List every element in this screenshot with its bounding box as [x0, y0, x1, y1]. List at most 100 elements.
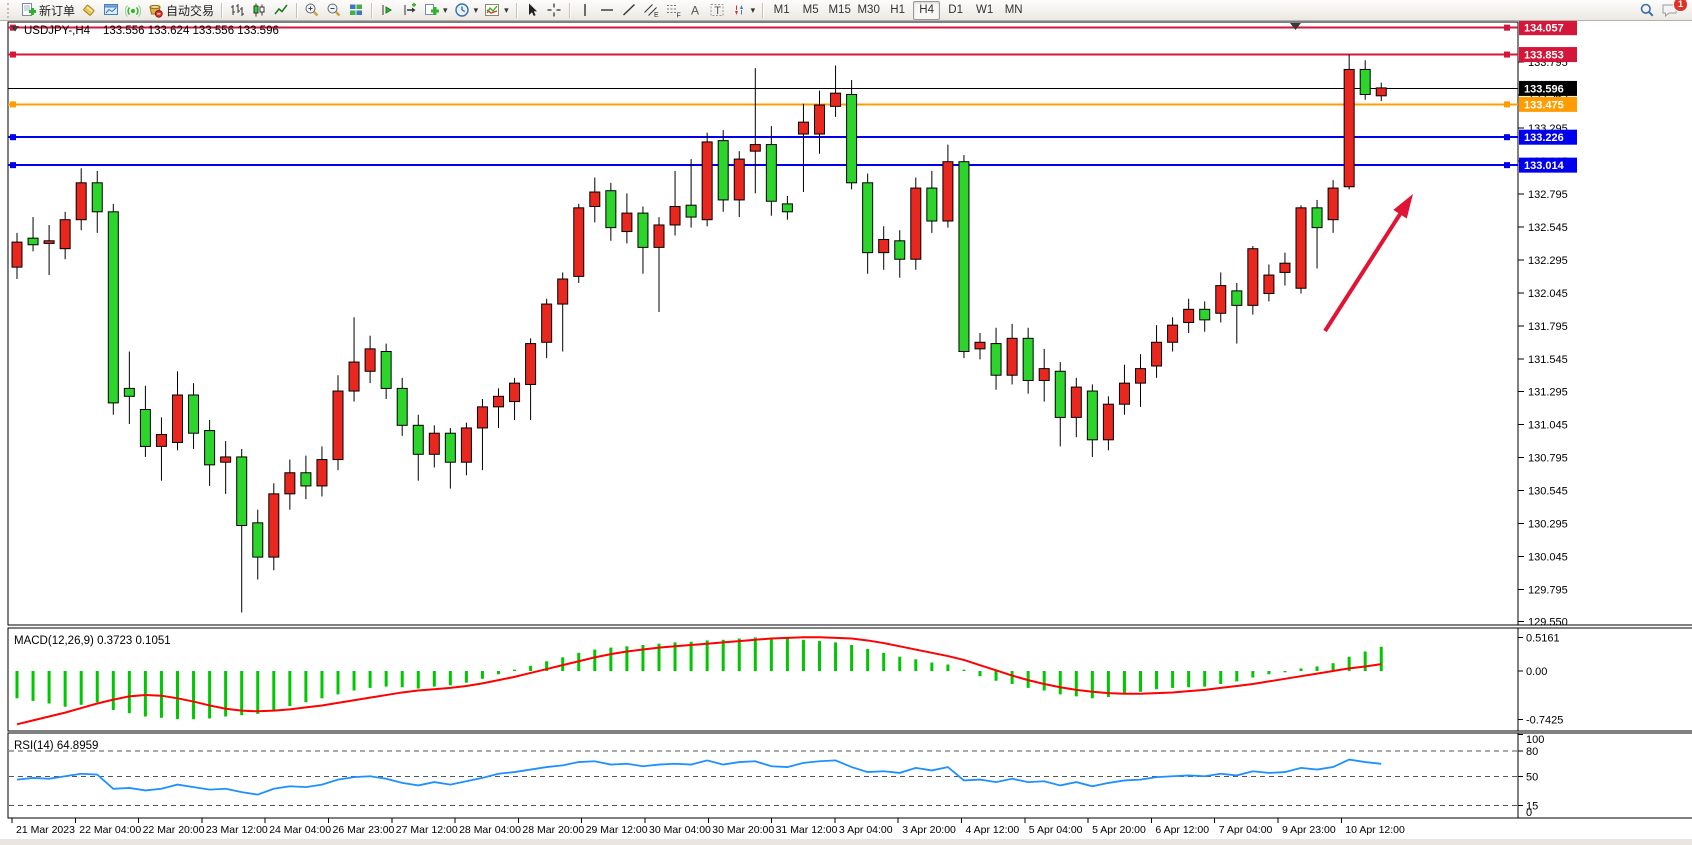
line-handle[interactable] [1504, 101, 1510, 108]
text-button[interactable]: A [684, 1, 706, 20]
time-label: 28 Mar 04:00 [459, 824, 521, 836]
cursor-button[interactable] [521, 1, 543, 20]
zoom-in-button[interactable] [301, 1, 323, 20]
line-handle[interactable] [1504, 24, 1510, 31]
periods-icon [454, 2, 470, 18]
zoom-out-icon [326, 2, 342, 18]
candle [685, 204, 697, 218]
arrow-annotation-head[interactable] [1393, 194, 1413, 219]
line-handle[interactable] [10, 134, 16, 141]
text-label-button[interactable]: T [706, 1, 728, 20]
timeframe-h4[interactable]: H4 [913, 0, 941, 20]
candle [1199, 308, 1211, 321]
trend-line-button[interactable] [618, 1, 640, 20]
toolbar: 新订单 自动交易 ▾ ▾ ▾ E F A [0, 0, 1692, 21]
candle [59, 219, 71, 250]
macd-signal-line [16, 636, 1382, 726]
zoom-out-button[interactable] [323, 1, 345, 20]
candle [621, 212, 633, 233]
toolbar-grip[interactable] [7, 2, 14, 18]
rsi-tick-label: 0 [1526, 807, 1532, 819]
candle [990, 343, 1002, 376]
equidistant-channel-button[interactable]: E [640, 1, 662, 20]
candle [878, 238, 890, 254]
time-label: 10 Apr 12:00 [1345, 824, 1405, 836]
chart-window-button[interactable] [100, 1, 122, 20]
search-icon [1639, 2, 1655, 18]
indicators-button[interactable]: ▾ [481, 1, 512, 20]
timeframe-mn[interactable]: MN [1004, 3, 1023, 16]
svg-text:T: T [714, 5, 721, 17]
candle [894, 240, 906, 260]
candle [1086, 390, 1098, 441]
candle [316, 459, 328, 487]
line-handle[interactable] [1504, 162, 1510, 169]
vertical-line-button[interactable] [574, 1, 596, 20]
candle [717, 140, 729, 201]
arrow-annotation[interactable] [1323, 208, 1405, 333]
horizontal-line-button[interactable] [596, 1, 618, 20]
candle [428, 432, 440, 455]
candle [11, 241, 23, 268]
price-badge-label: 133.853 [1524, 50, 1564, 62]
line-handle[interactable] [1504, 134, 1510, 141]
price-badge [1519, 96, 1577, 112]
line-handle[interactable] [10, 162, 16, 169]
rsi-label: RSI(14) 64.8959 [14, 740, 98, 752]
timeframe-w1[interactable]: W1 [976, 3, 994, 16]
timeframe-m15[interactable]: M15 [828, 3, 851, 16]
comments-button[interactable]: 1 [1658, 0, 1688, 20]
candle [91, 182, 103, 213]
candle [958, 161, 970, 353]
candle [123, 387, 135, 397]
price-badge [1519, 20, 1577, 36]
price-tick-label: 130.545 [1528, 486, 1568, 498]
candle [155, 434, 167, 447]
arrows-button[interactable]: ▾ [728, 1, 759, 20]
candle [669, 206, 681, 226]
timeframe-m30[interactable]: M30 [857, 3, 880, 16]
line-chart-icon [273, 2, 289, 18]
auto-trading-button[interactable]: 自动交易 [144, 1, 217, 20]
bar-chart-button[interactable] [226, 1, 248, 20]
candle [364, 348, 376, 372]
candle [1311, 207, 1323, 229]
candlestick-chart-button[interactable] [248, 1, 270, 20]
shift-marker-icon[interactable] [1290, 23, 1301, 30]
fibonacci-button[interactable]: F [662, 1, 684, 20]
trend-line-icon [621, 2, 637, 18]
chevron-down-icon: ▾ [473, 4, 479, 15]
styles-button[interactable] [78, 1, 100, 20]
new-order-button[interactable]: 新订单 [17, 1, 78, 20]
timeframe-m5[interactable]: M5 [802, 3, 819, 16]
candle [268, 493, 280, 558]
candle [284, 472, 296, 495]
search-button[interactable] [1636, 1, 1658, 20]
timeframe-d1[interactable]: D1 [948, 3, 963, 16]
line-handle[interactable] [10, 101, 16, 108]
symbol-title: USDJPY-,H4 [24, 25, 91, 37]
auto-trading-icon [147, 2, 163, 18]
auto-scroll-button[interactable] [376, 1, 398, 20]
candle [1167, 324, 1179, 343]
line-handle[interactable] [1504, 51, 1510, 58]
timeframe-m1[interactable]: M1 [773, 3, 790, 16]
tile-windows-button[interactable] [345, 1, 367, 20]
line-chart-button[interactable] [270, 1, 292, 20]
chevron-down-icon: ▾ [443, 4, 448, 15]
crosshair-button[interactable] [543, 1, 565, 20]
candle [1215, 285, 1227, 314]
periods-button[interactable]: ▾ [451, 1, 482, 20]
separator [371, 2, 373, 18]
add-chart-button[interactable]: ▾ [420, 1, 451, 20]
chart-shift-button[interactable] [398, 1, 420, 20]
timeframe-h1[interactable]: H1 [890, 3, 905, 16]
time-label: 26 Mar 23:00 [333, 824, 395, 836]
signal-button[interactable] [122, 1, 144, 20]
candle [1022, 337, 1034, 381]
symbol-dropdown-icon[interactable] [11, 26, 19, 32]
time-label: 21 Mar 2023 [16, 824, 75, 836]
rsi-tick-label: 100 [1526, 734, 1544, 746]
line-handle[interactable] [10, 51, 16, 58]
